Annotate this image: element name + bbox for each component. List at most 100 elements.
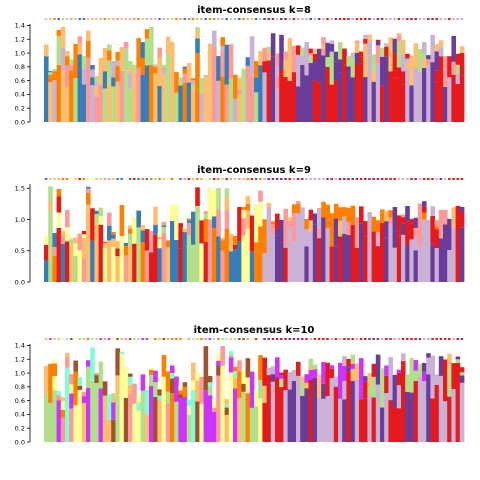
bar-segment [321, 383, 326, 399]
bar-segment [69, 384, 74, 394]
bar-segment [275, 228, 280, 236]
class-marker [191, 338, 195, 340]
bar-segment [44, 56, 49, 123]
bar-segment [396, 385, 402, 409]
bar-segment [220, 240, 225, 251]
class-marker [422, 18, 426, 20]
class-marker [124, 18, 128, 20]
class-marker [305, 338, 308, 340]
bar-segment [396, 215, 402, 236]
bar-segment [401, 84, 406, 122]
bar-segment [283, 208, 288, 248]
bar-segment [258, 201, 263, 227]
bar-segment [157, 400, 162, 442]
bar-segment [237, 360, 242, 372]
y-tick-label: 0.8 [15, 383, 25, 391]
class-marker [359, 18, 363, 20]
bar-segment [212, 216, 217, 229]
bar-segment [329, 51, 335, 85]
bar-segment [44, 235, 49, 245]
bar-segment [60, 409, 66, 418]
bar-segment [375, 63, 381, 122]
bar-segment [237, 94, 242, 122]
bar-segment [136, 396, 141, 403]
bar-segment [380, 47, 385, 57]
panel-title-k8: item-consensus k=8 [197, 5, 311, 16]
bars-k9 [44, 186, 465, 282]
class-marker [179, 178, 182, 180]
class-marker [200, 18, 203, 20]
panel-k10: item-consensus k=10 0.0 0.2 0.4 0.6 0.8 1.0 1.… [15, 325, 465, 446]
bar-segment [401, 71, 406, 85]
bar-segment [275, 53, 280, 68]
class-marker [452, 338, 455, 340]
bar-segment [438, 375, 444, 442]
bar-segment [224, 44, 230, 85]
bar-segment [354, 64, 360, 122]
class-marker [456, 338, 459, 340]
bar-segment [224, 399, 230, 405]
bar-segment [60, 235, 66, 244]
class-marker [166, 18, 170, 20]
bar-segment [212, 228, 217, 282]
bar-segment [195, 380, 200, 402]
bar-segment [405, 58, 410, 64]
bar-segment [380, 85, 385, 122]
class-marker [229, 178, 233, 180]
bar-segment [216, 56, 221, 81]
bar-segment [86, 188, 91, 193]
class-marker [204, 178, 207, 180]
bar-segment [241, 383, 246, 392]
bar-segment [94, 213, 99, 224]
bar-segment [60, 48, 66, 71]
class-marker [170, 18, 174, 20]
bar-segment [90, 69, 95, 78]
bar-segment [245, 377, 251, 394]
class-marker [78, 338, 81, 340]
class-marker [162, 338, 165, 340]
bar-segment [182, 73, 188, 84]
bar-segment [317, 397, 322, 442]
class-marker [431, 18, 434, 20]
class-marker [296, 338, 300, 340]
bar-segment [275, 67, 280, 76]
bar-segment [191, 244, 196, 282]
bar-segment [346, 207, 351, 223]
bar-segment [233, 244, 238, 250]
class-marker [65, 178, 69, 180]
bar-segment [178, 85, 183, 122]
bar-segment [333, 376, 339, 387]
class-marker [406, 18, 409, 20]
bar-segment [132, 64, 137, 72]
class-marker [435, 338, 438, 340]
bar-segment [254, 68, 259, 78]
bar-segment [207, 395, 213, 442]
bar-segment [371, 216, 377, 232]
class-marker [212, 338, 216, 340]
bar-segment [199, 403, 204, 442]
bar-segment [405, 245, 410, 282]
bar-segment [161, 67, 167, 69]
bar-segment [102, 395, 108, 442]
class-marker [267, 338, 270, 340]
bar-segment [296, 213, 301, 282]
bar-segment [333, 51, 339, 62]
bar-segment [426, 219, 431, 253]
bar-segment [136, 210, 141, 228]
class-marker [187, 178, 191, 180]
bar-segment [140, 74, 146, 122]
bar-segment [81, 234, 87, 238]
bar-segment [220, 37, 225, 47]
bar-segment [186, 220, 192, 223]
class-marker [233, 18, 237, 20]
bar-segment [52, 359, 57, 364]
bar-segment [266, 214, 272, 222]
bar-segment [413, 250, 419, 282]
bar-segment [245, 91, 251, 122]
bar-segment [157, 237, 162, 240]
bar-segment [254, 406, 259, 442]
y-tick-label: 1.0 [15, 369, 25, 377]
class-marker [351, 338, 354, 340]
bar-segment [392, 231, 398, 248]
bar-segment [178, 385, 183, 391]
